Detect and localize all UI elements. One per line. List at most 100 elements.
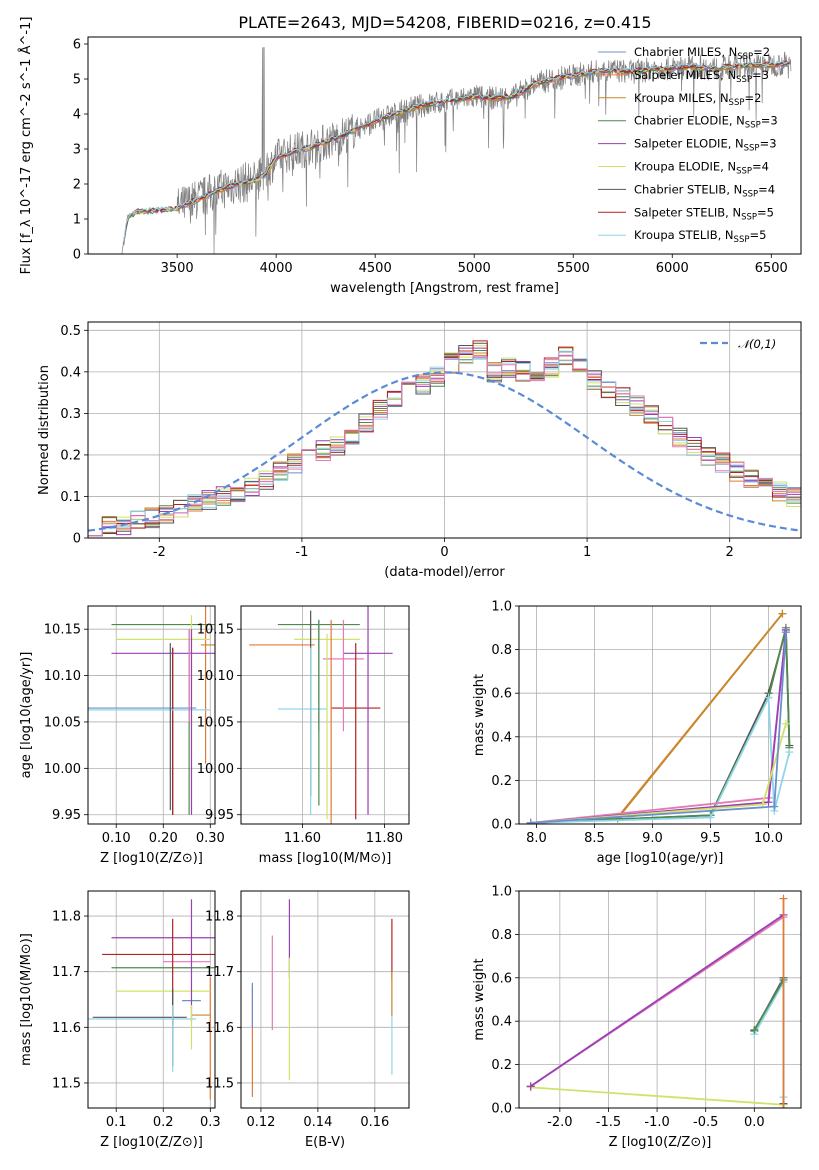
x-tick-label: 3500	[161, 261, 194, 276]
x-tick-label: 0.16	[360, 1115, 389, 1130]
y-tick-label: 0	[73, 248, 81, 263]
y-tick-label: 9.95	[205, 808, 234, 823]
x-axis-label: E(B-V)	[305, 1135, 345, 1150]
y-tick-label: 11.6	[205, 1021, 234, 1036]
x-tick-label: 4500	[359, 261, 392, 276]
y-tick-label: 0.6	[491, 971, 512, 986]
y-tick-label: 6	[73, 38, 81, 53]
panel-mass-vs-EBV: 0.12 0.14 0.16 11.5 11.6 11.7 11.8 E(B-V)	[205, 890, 410, 1150]
y-tick-label: 10.10	[44, 669, 81, 684]
y-tick-label: 10.05	[197, 715, 234, 730]
axes-frame	[240, 890, 410, 1109]
x-tick-label: -1.5	[596, 1115, 621, 1130]
panel-spectrum: 3500 4000 4500 5000 5500 6000 6500 0 1 2 3 4 5 6 wavel…	[18, 17, 802, 296]
y-tick-label: 0.4	[60, 365, 81, 380]
x-tick-label: 11.60	[284, 831, 321, 846]
x-axis-label: Z [log10(Z/Z⊙)]	[100, 851, 203, 866]
legend-label: Kroupa MILES, NSSP=2	[634, 91, 761, 108]
axes-frame	[87, 605, 216, 825]
axes-frame	[87, 321, 802, 539]
x-axis-label: (data-model)/error	[384, 565, 505, 580]
y-axis-label: mass [log10(M/M⊙)]	[19, 933, 34, 1066]
x-tick-label: 1	[583, 545, 591, 560]
x-tick-label: 0.2	[153, 1115, 174, 1130]
plot-area	[88, 899, 215, 1100]
model-line	[123, 60, 790, 243]
x-tick-label: 8.5	[584, 831, 605, 846]
x-axis-label: Z [log10(Z/Z⊙)]	[100, 1135, 203, 1150]
y-tick-label: 2	[73, 178, 81, 193]
y-tick-label: 1.0	[491, 885, 512, 900]
y-tick-label: 4	[73, 108, 81, 123]
axes-frame	[87, 36, 802, 255]
x-axis-label: Z [log10(Z/Z⊙)]	[609, 1135, 712, 1150]
panel-residual-histogram: -2 -1 0 1 2 0 0.1 0.2 0.3 0.4 0.5 (data-model)/erro…	[37, 321, 802, 580]
x-tick-label: 0	[440, 545, 448, 560]
legend-label: Kroupa ELODIE, NSSP=4	[634, 160, 769, 177]
series-line	[530, 914, 785, 1088]
y-tick-label: 0.8	[491, 928, 512, 943]
y-tick-label: 1	[73, 213, 81, 228]
axes-frame	[518, 605, 802, 825]
y-tick-label: 0.2	[60, 448, 81, 463]
x-tick-label: 9.0	[642, 831, 663, 846]
plot-area	[88, 606, 215, 815]
y-tick-label: 0.3	[60, 407, 81, 422]
panel-age-vs-mass: 11.60 11.80 9.95 10.00 10.05 10.10 10.15 mass […	[197, 605, 410, 866]
axes-frame	[87, 890, 216, 1109]
series-line	[753, 979, 785, 1031]
y-tick-label: 0.0	[491, 1102, 512, 1117]
legend-label: Salpeter MILES, NSSP=3	[634, 68, 769, 85]
x-tick-label: 0.0	[744, 1115, 765, 1130]
y-tick-label: 0	[73, 532, 81, 547]
x-tick-label: 0.14	[303, 1115, 332, 1130]
x-tick-label: -0.5	[693, 1115, 718, 1130]
x-tick-label: -2.0	[547, 1115, 572, 1130]
panels: 3500 4000 4500 5000 5500 6000 6500 0 1 2 3 4 5 6 wavel…	[18, 17, 802, 1150]
y-tick-label: 10.00	[44, 762, 81, 777]
y-tick-label: 0.4	[491, 730, 512, 745]
figure-title: PLATE=2643, MJD=54208, FIBERID=0216, z=0…	[238, 13, 651, 32]
legend-label: Chabrier MILES, NSSP=2	[634, 45, 770, 62]
y-tick-label: 3	[73, 143, 81, 158]
x-tick-label: 4000	[260, 261, 293, 276]
x-tick-label: 0.20	[149, 831, 178, 846]
y-tick-label: 10.15	[197, 623, 234, 638]
y-tick-label: 11.5	[52, 1076, 81, 1091]
axes-frame	[518, 890, 802, 1109]
y-tick-label: 11.5	[205, 1076, 234, 1091]
plot-area	[251, 899, 393, 1097]
x-tick-label: 0.1	[106, 1115, 127, 1130]
y-tick-label: 1.0	[491, 600, 512, 615]
y-tick-label: 11.7	[205, 965, 234, 980]
y-tick-label: 11.7	[52, 965, 81, 980]
panel-age-vs-Z: 0.10 0.20 0.30 9.95 10.00 10.05 10.10 10.15 Z [l…	[19, 605, 225, 866]
model-line	[123, 60, 790, 243]
y-tick-label: 10.05	[44, 715, 81, 730]
y-tick-label: 0.4	[491, 1015, 512, 1030]
x-tick-label: -2	[153, 545, 166, 560]
panel-mass-weight-vs-age: 8.0 8.5 9.0 9.5 10.0 0.0 0.2 0.4 0.6 0.8 1.0 age [l…	[472, 600, 802, 866]
panel-mass-vs-Z: 0.1 0.2 0.3 11.5 11.6 11.7 11.8 Z [log10(Z/Z⊙)]…	[19, 890, 221, 1150]
y-tick-label: 0.8	[491, 643, 512, 658]
legend-label: Kroupa STELIB, NSSP=5	[634, 228, 766, 245]
series-line	[530, 1086, 784, 1106]
legend-label: Chabrier STELIB, NSSP=4	[634, 182, 775, 199]
legend-label: Salpeter STELIB, NSSP=5	[634, 205, 774, 222]
y-tick-label: 11.8	[205, 910, 234, 925]
legend-label: Chabrier ELODIE, NSSP=3	[634, 114, 778, 131]
x-tick-label: 11.80	[366, 831, 403, 846]
histogram-steps	[88, 351, 801, 537]
plot-area	[249, 606, 393, 824]
y-axis-label: Normed distribution	[37, 365, 52, 495]
x-tick-label: 9.5	[700, 831, 721, 846]
panel-mass-weight-vs-Z: -2.0 -1.5 -1.0 -0.5 0.0 0.0 0.2 0.4 0.6 0.8 1.0 Z […	[472, 885, 802, 1150]
y-tick-label: 0.2	[491, 1058, 512, 1073]
x-tick-label: 5500	[557, 261, 590, 276]
y-tick-label: 11.8	[52, 910, 81, 925]
normal-curve-line	[88, 371, 801, 532]
x-tick-label: 6500	[755, 261, 788, 276]
y-tick-label: 0.1	[60, 490, 81, 505]
y-tick-label: 0.0	[491, 818, 512, 833]
